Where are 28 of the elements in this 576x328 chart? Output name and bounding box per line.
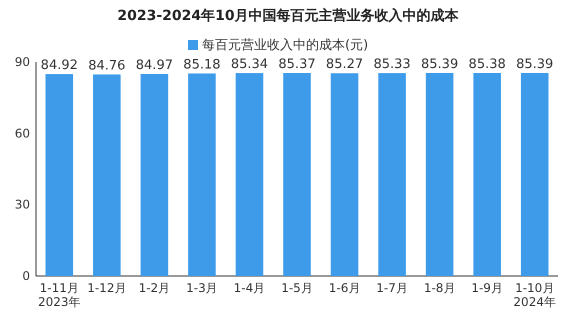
- data-label: 85.18: [183, 57, 221, 72]
- y-tick-label: 0: [22, 269, 30, 283]
- y-tick-label: 90: [14, 55, 30, 69]
- data-label: 85.38: [468, 56, 506, 72]
- x-tick-label: 1-6月: [328, 281, 360, 295]
- x-tick-label: 1-3月: [186, 281, 218, 295]
- data-label: 85.27: [326, 57, 364, 72]
- y-tick-label: 30: [14, 198, 30, 212]
- x-tick-label: 1-9月: [471, 281, 503, 295]
- x-tick-label: 1-7月: [376, 281, 408, 295]
- data-label: 85.37: [278, 57, 316, 72]
- y-tick-label: 60: [14, 126, 30, 140]
- x-tick-label: 1-8月: [424, 281, 456, 295]
- x-tick-label: 1-12月: [87, 281, 126, 295]
- data-label: 85.39: [516, 56, 554, 72]
- data-label: 84.92: [40, 58, 78, 74]
- x-tick-label: 1-10月 2024年: [513, 281, 556, 309]
- x-tick-label: 1-5月: [281, 281, 313, 295]
- data-label: 85.33: [373, 57, 411, 72]
- data-label: 85.39: [421, 56, 458, 72]
- x-tick-label: 1-11月 2023年: [38, 281, 81, 309]
- chart-title: 2023-2024年10月中国每百元主营业务收入中的成本: [117, 7, 460, 24]
- x-tick-label: 1-4月: [234, 281, 266, 295]
- x-tick-label: 1-2月: [138, 281, 170, 295]
- data-label: 84.97: [136, 58, 173, 73]
- legend-label: 每百元营业收入中的成本(元): [202, 38, 368, 53]
- data-label: 85.34: [230, 57, 268, 72]
- data-label: 84.76: [88, 58, 126, 74]
